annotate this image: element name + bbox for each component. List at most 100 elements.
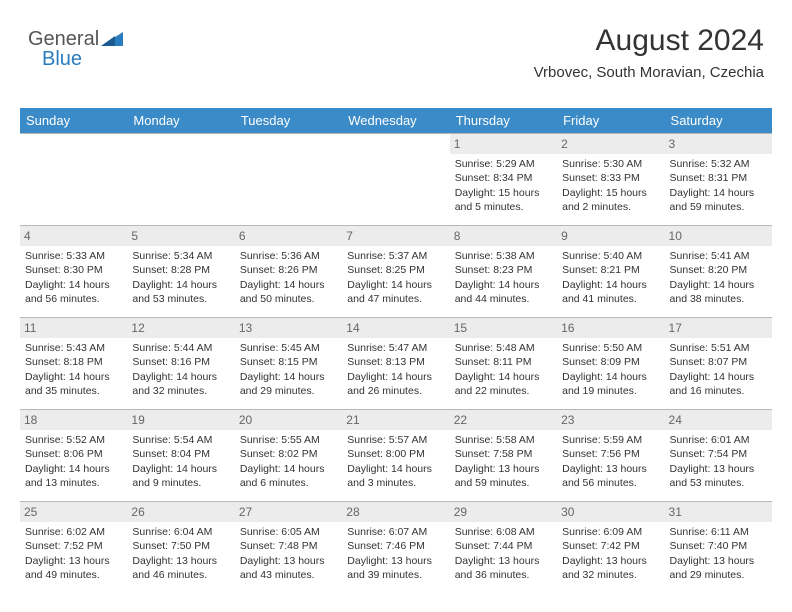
daylight-text: Daylight: 14 hours [455,278,552,292]
sunrise-text: Sunrise: 5:44 AM [132,341,229,355]
daylight-text: Daylight: 14 hours [670,370,767,384]
daylight-text: and 56 minutes. [562,476,659,490]
sunrise-text: Sunrise: 6:07 AM [347,525,444,539]
calendar-day-cell: 25Sunrise: 6:02 AMSunset: 7:52 PMDayligh… [20,502,127,594]
sunrise-text: Sunrise: 5:32 AM [670,157,767,171]
calendar-week-row: 1Sunrise: 5:29 AMSunset: 8:34 PMDaylight… [20,134,772,226]
calendar-week-row: 11Sunrise: 5:43 AMSunset: 8:18 PMDayligh… [20,318,772,410]
daylight-text: and 3 minutes. [347,476,444,490]
calendar-day-cell: 29Sunrise: 6:08 AMSunset: 7:44 PMDayligh… [450,502,557,594]
daylight-text: Daylight: 13 hours [562,554,659,568]
daylight-text: and 39 minutes. [347,568,444,582]
sunset-text: Sunset: 8:00 PM [347,447,444,461]
day-number: 21 [342,410,449,430]
sunset-text: Sunset: 7:58 PM [455,447,552,461]
daylight-text: and 9 minutes. [132,476,229,490]
daylight-text: and 53 minutes. [132,292,229,306]
day-number: 25 [20,502,127,522]
daylight-text: and 47 minutes. [347,292,444,306]
calendar-day-cell: 30Sunrise: 6:09 AMSunset: 7:42 PMDayligh… [557,502,664,594]
sunset-text: Sunset: 7:48 PM [240,539,337,553]
daylight-text: and 22 minutes. [455,384,552,398]
day-number: 29 [450,502,557,522]
day-number: 22 [450,410,557,430]
sunset-text: Sunset: 8:18 PM [25,355,122,369]
daylight-text: and 6 minutes. [240,476,337,490]
daylight-text: and 41 minutes. [562,292,659,306]
header-right: August 2024 Vrbovec, South Moravian, Cze… [534,24,764,81]
daylight-text: Daylight: 14 hours [132,462,229,476]
day-number: 2 [557,134,664,154]
sunrise-text: Sunrise: 5:43 AM [25,341,122,355]
sunset-text: Sunset: 8:09 PM [562,355,659,369]
day-number: 14 [342,318,449,338]
daylight-text: Daylight: 13 hours [670,554,767,568]
weekday-header: Wednesday [342,108,449,134]
daylight-text: Daylight: 14 hours [347,370,444,384]
sunset-text: Sunset: 7:40 PM [670,539,767,553]
day-number: 4 [20,226,127,246]
daylight-text: Daylight: 14 hours [240,370,337,384]
calendar-day-cell: 1Sunrise: 5:29 AMSunset: 8:34 PMDaylight… [450,134,557,226]
daylight-text: and 50 minutes. [240,292,337,306]
sunset-text: Sunset: 7:50 PM [132,539,229,553]
sunrise-text: Sunrise: 6:04 AM [132,525,229,539]
daylight-text: and 29 minutes. [670,568,767,582]
calendar-day-cell: 21Sunrise: 5:57 AMSunset: 8:00 PMDayligh… [342,410,449,502]
daylight-text: Daylight: 13 hours [25,554,122,568]
weekday-header: Saturday [665,108,772,134]
daylight-text: and 2 minutes. [562,200,659,214]
sunset-text: Sunset: 7:54 PM [670,447,767,461]
calendar-day-cell: 10Sunrise: 5:41 AMSunset: 8:20 PMDayligh… [665,226,772,318]
day-number: 27 [235,502,342,522]
calendar-day-cell [20,134,127,226]
weekday-header: Tuesday [235,108,342,134]
daylight-text: and 19 minutes. [562,384,659,398]
sunrise-text: Sunrise: 5:50 AM [562,341,659,355]
sunset-text: Sunset: 8:21 PM [562,263,659,277]
calendar-day-cell: 11Sunrise: 5:43 AMSunset: 8:18 PMDayligh… [20,318,127,410]
daylight-text: Daylight: 13 hours [455,462,552,476]
logo-triangle-icon [101,32,123,48]
day-number: 31 [665,502,772,522]
daylight-text: and 32 minutes. [132,384,229,398]
day-number: 3 [665,134,772,154]
day-number: 9 [557,226,664,246]
daylight-text: and 46 minutes. [132,568,229,582]
day-number: 13 [235,318,342,338]
day-number: 19 [127,410,234,430]
sunrise-text: Sunrise: 5:34 AM [132,249,229,263]
daylight-text: and 35 minutes. [25,384,122,398]
daylight-text: and 49 minutes. [25,568,122,582]
daylight-text: Daylight: 14 hours [25,462,122,476]
daylight-text: and 26 minutes. [347,384,444,398]
calendar-day-cell: 12Sunrise: 5:44 AMSunset: 8:16 PMDayligh… [127,318,234,410]
daylight-text: and 56 minutes. [25,292,122,306]
month-title: August 2024 [534,24,764,58]
calendar-day-cell: 18Sunrise: 5:52 AMSunset: 8:06 PMDayligh… [20,410,127,502]
sunset-text: Sunset: 8:20 PM [670,263,767,277]
day-number: 8 [450,226,557,246]
calendar-day-cell: 14Sunrise: 5:47 AMSunset: 8:13 PMDayligh… [342,318,449,410]
calendar-table: Sunday Monday Tuesday Wednesday Thursday… [20,108,772,594]
daylight-text: Daylight: 14 hours [25,278,122,292]
daylight-text: Daylight: 13 hours [132,554,229,568]
sunrise-text: Sunrise: 6:09 AM [562,525,659,539]
daylight-text: and 13 minutes. [25,476,122,490]
calendar-day-cell: 22Sunrise: 5:58 AMSunset: 7:58 PMDayligh… [450,410,557,502]
weekday-header: Thursday [450,108,557,134]
daylight-text: and 16 minutes. [670,384,767,398]
sunset-text: Sunset: 8:26 PM [240,263,337,277]
daylight-text: and 32 minutes. [562,568,659,582]
daylight-text: and 53 minutes. [670,476,767,490]
sunrise-text: Sunrise: 5:51 AM [670,341,767,355]
calendar-day-cell: 15Sunrise: 5:48 AMSunset: 8:11 PMDayligh… [450,318,557,410]
calendar-day-cell: 16Sunrise: 5:50 AMSunset: 8:09 PMDayligh… [557,318,664,410]
daylight-text: Daylight: 14 hours [347,462,444,476]
sunrise-text: Sunrise: 5:47 AM [347,341,444,355]
sunrise-text: Sunrise: 6:08 AM [455,525,552,539]
daylight-text: Daylight: 14 hours [455,370,552,384]
daylight-text: and 38 minutes. [670,292,767,306]
sunrise-text: Sunrise: 5:33 AM [25,249,122,263]
calendar-day-cell: 2Sunrise: 5:30 AMSunset: 8:33 PMDaylight… [557,134,664,226]
